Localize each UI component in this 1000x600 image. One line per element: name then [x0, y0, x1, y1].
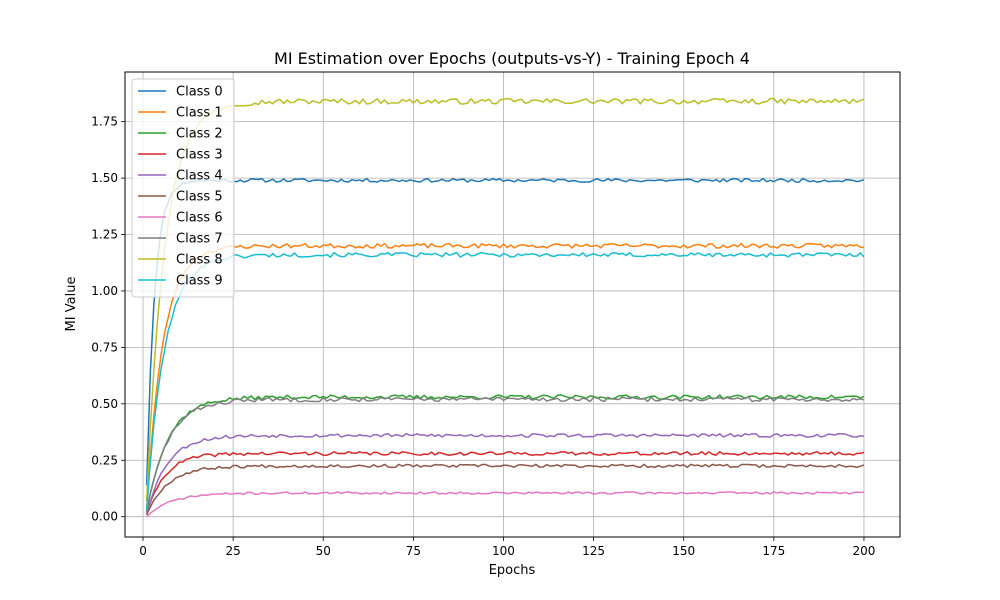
y-axis-title: MI Value — [64, 277, 79, 332]
y-axis-ticks: 0.00 0.25 0.50 0.75 1.00 1.25 1.50 1.75 — [91, 115, 125, 524]
y-tick-label: 1.00 — [91, 284, 118, 298]
x-tick-label: 125 — [582, 544, 605, 558]
series-line — [145, 97, 865, 502]
series-line — [145, 396, 865, 513]
y-tick-label: 0.00 — [91, 510, 118, 524]
grid-lines — [125, 72, 900, 537]
series-line — [145, 242, 865, 511]
legend-label: Class 8 — [176, 253, 223, 268]
series-line — [145, 450, 865, 515]
series-lines — [145, 97, 865, 518]
legend-label: Class 9 — [176, 274, 223, 289]
y-tick-label: 1.25 — [91, 228, 118, 242]
series-line — [145, 463, 865, 515]
legend-label: Class 6 — [176, 211, 223, 226]
y-tick-label: 0.75 — [91, 340, 118, 354]
y-tick-label: 0.50 — [91, 397, 118, 411]
legend-label: Class 5 — [176, 190, 223, 205]
x-axis-ticks: 0 25 50 75 100 125 150 175 200 — [139, 537, 875, 558]
x-tick-label: 75 — [406, 544, 421, 558]
x-tick-label: 175 — [762, 544, 785, 558]
x-tick-label: 0 — [139, 544, 147, 558]
legend-label: Class 0 — [176, 85, 223, 100]
legend-label: Class 7 — [176, 232, 223, 247]
x-tick-label: 100 — [492, 544, 515, 558]
y-tick-label: 1.75 — [91, 115, 118, 129]
series-line — [145, 251, 865, 511]
chart-title: MI Estimation over Epochs (outputs-vs-Y)… — [274, 49, 750, 68]
x-tick-label: 50 — [316, 544, 331, 558]
series-line — [145, 177, 865, 486]
legend: Class 0 Class 1 Class 2 Class 3 Class 4 Class… — [131, 78, 235, 298]
x-axis-title: Epochs — [489, 563, 536, 578]
legend-label: Class 4 — [176, 169, 223, 184]
x-tick-label: 25 — [225, 544, 240, 558]
legend-label: Class 1 — [176, 106, 223, 121]
legend-label: Class 2 — [176, 127, 223, 142]
series-line — [146, 491, 865, 518]
y-tick-label: 1.50 — [91, 171, 118, 185]
x-tick-label: 200 — [853, 544, 876, 558]
y-tick-label: 0.25 — [91, 453, 118, 467]
series-line — [145, 432, 865, 515]
x-tick-label: 150 — [672, 544, 695, 558]
plot-area — [124, 71, 901, 538]
legend-label: Class 3 — [176, 148, 223, 163]
